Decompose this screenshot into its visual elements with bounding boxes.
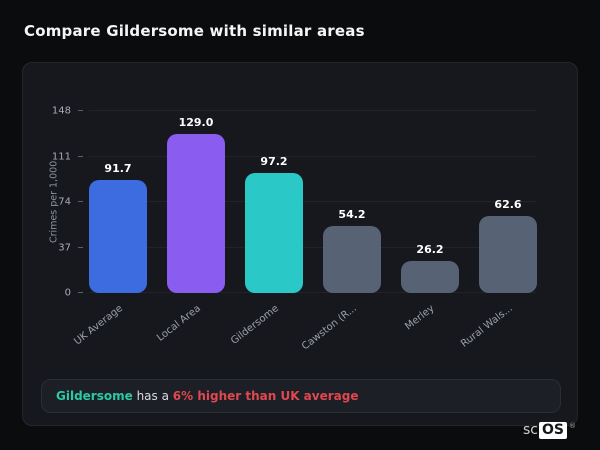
bar-value-label: 97.2 bbox=[260, 155, 288, 169]
registered-mark-icon: ® bbox=[569, 422, 576, 431]
x-axis-label: Cawston (R... bbox=[299, 303, 359, 353]
y-tick-label: 37 bbox=[58, 242, 71, 253]
x-axis-label: UK Average bbox=[72, 303, 125, 348]
bar bbox=[479, 216, 537, 293]
y-tick-mark bbox=[78, 292, 83, 293]
gridline bbox=[89, 110, 537, 111]
bars-container: 91.7 UK Average 129.0 Local Area 97.2 Gilders… bbox=[72, 111, 537, 352]
note-box: Gildersome has a 6% higher than UK avera… bbox=[41, 379, 561, 413]
bar bbox=[245, 173, 303, 293]
gridline bbox=[89, 292, 537, 293]
x-axis-label: Merley bbox=[403, 303, 437, 333]
gridline bbox=[89, 155, 537, 157]
bar-group: 62.6 Rural Wals... bbox=[459, 111, 537, 350]
y-tick-label: 74 bbox=[58, 196, 71, 208]
bar-group: 54.2 Cawston (R... bbox=[300, 111, 381, 352]
chart-card: Crimes per 1,000 0 37 74 111 148 91.7 UK Avera… bbox=[22, 62, 578, 426]
note-highlight: Gildersome bbox=[56, 389, 133, 403]
bar bbox=[89, 180, 147, 293]
logo-prefix: sc bbox=[523, 422, 539, 439]
x-axis-label: Gildersome bbox=[228, 303, 281, 347]
bar-value-label: 26.2 bbox=[416, 242, 444, 256]
logo-suffix: OS bbox=[539, 422, 567, 439]
y-tick-label: 111 bbox=[51, 151, 71, 162]
note-alert-text: 6% higher than UK average bbox=[172, 389, 359, 403]
bar-value-label: 54.2 bbox=[338, 208, 366, 222]
scos-logo: sc OS ® bbox=[523, 422, 576, 439]
bar bbox=[323, 226, 381, 293]
y-tick-mark bbox=[78, 246, 83, 248]
y-tick-label: 148 bbox=[51, 105, 71, 117]
x-axis-label: Local Area bbox=[154, 303, 203, 344]
y-tick-label: 0 bbox=[64, 287, 71, 299]
y-tick-mark bbox=[78, 201, 83, 202]
gridline bbox=[89, 201, 537, 202]
page-title: Compare Gildersome with similar areas bbox=[24, 22, 365, 40]
bar-group: 91.7 UK Average bbox=[72, 111, 147, 347]
bar-chart: 0 37 74 111 148 91.7 UK Average 129.0 Local Area… bbox=[52, 106, 537, 352]
note-middle-text: has a bbox=[132, 389, 173, 403]
bar-value-label: 129.0 bbox=[178, 116, 214, 130]
y-tick-mark bbox=[78, 155, 83, 157]
bar-group: 129.0 Local Area bbox=[155, 111, 225, 344]
bar-group: 26.2 Merley bbox=[401, 111, 459, 332]
bar-value-label: 62.6 bbox=[494, 198, 522, 212]
y-tick-mark bbox=[78, 110, 83, 111]
bar-group: 97.2 Gildersome bbox=[229, 111, 303, 347]
bar bbox=[167, 134, 225, 293]
bar-value-label: 91.7 bbox=[104, 162, 132, 176]
x-axis-label: Rural Wals... bbox=[459, 303, 515, 350]
gridline bbox=[89, 246, 537, 248]
bar bbox=[401, 260, 459, 293]
